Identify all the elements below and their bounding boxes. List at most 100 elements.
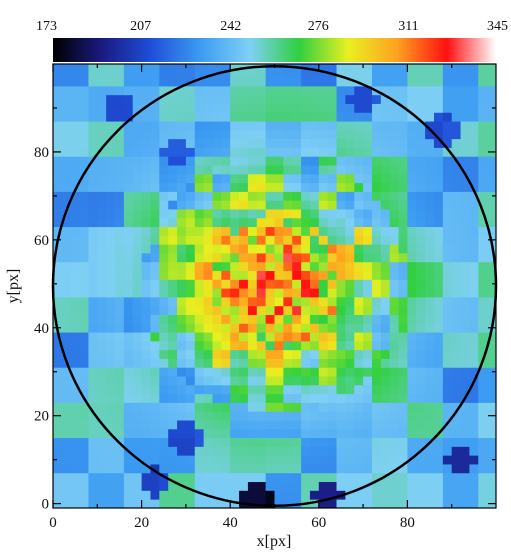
heatmap-cell [141, 376, 151, 386]
heatmap-cell [239, 173, 249, 184]
heatmap-cell [150, 138, 160, 148]
heatmap-cell [442, 64, 453, 69]
heatmap-cell [451, 402, 461, 412]
y-tick-label: 20 [34, 409, 49, 425]
heatmap-cell [354, 314, 364, 324]
heatmap-cell [70, 173, 80, 184]
heatmap-cell [221, 323, 231, 333]
heatmap-cell [309, 68, 320, 78]
heatmap-cell [318, 226, 329, 236]
heatmap-cell [79, 94, 89, 104]
heatmap-cell [363, 340, 373, 351]
heatmap-cell [53, 217, 63, 228]
heatmap-cell [221, 296, 231, 307]
heatmap-cell [407, 147, 417, 157]
heatmap-cell [442, 472, 453, 483]
heatmap-cell [416, 472, 426, 483]
heatmap-cell [309, 481, 320, 491]
heatmap-cell [309, 244, 320, 254]
heatmap-cell [203, 411, 213, 421]
heatmap-cell [168, 490, 178, 500]
heatmap-cell [115, 261, 125, 272]
heatmap-cell [487, 200, 496, 210]
heatmap-cell [177, 446, 187, 456]
heatmap-cell [460, 349, 470, 359]
heatmap-cell [61, 94, 72, 104]
heatmap-cell [354, 147, 364, 157]
heatmap-cell [354, 103, 364, 113]
heatmap-cell [371, 314, 382, 324]
heatmap-cell [433, 147, 444, 157]
heatmap-cell [256, 253, 267, 263]
heatmap-cell [168, 332, 178, 342]
heatmap-cell [79, 226, 89, 236]
heatmap-cell [345, 305, 355, 315]
heatmap-cell [88, 121, 98, 131]
heatmap-cell [398, 77, 408, 87]
heatmap-cell [256, 244, 267, 254]
heatmap-cell [194, 200, 205, 210]
heatmap-cell [451, 226, 461, 236]
heatmap-cell [230, 499, 240, 508]
heatmap-cell [115, 182, 125, 192]
heatmap-cell [123, 384, 134, 395]
heatmap-cell [389, 173, 399, 184]
heatmap-cell [203, 138, 213, 148]
heatmap-cell [389, 464, 399, 474]
heatmap-cell [318, 129, 329, 140]
heatmap-cell [203, 314, 213, 324]
heatmap-cell [380, 129, 391, 140]
heatmap-cell [61, 305, 72, 315]
heatmap-cell [61, 402, 72, 412]
heatmap-cell [407, 165, 417, 175]
heatmap-cell [371, 446, 382, 456]
heatmap-cell [70, 367, 80, 377]
heatmap-cell [123, 217, 134, 228]
heatmap-cell [407, 200, 417, 210]
heatmap-cell [88, 472, 98, 483]
heatmap-cell [115, 147, 125, 157]
heatmap-cell [274, 490, 284, 500]
heatmap-cell [363, 296, 373, 307]
heatmap-cell [265, 314, 275, 324]
heatmap-cell [301, 191, 311, 201]
heatmap-cell [141, 411, 151, 421]
heatmap-cell [115, 393, 125, 403]
heatmap-cell [79, 367, 89, 377]
heatmap-cell [97, 112, 107, 122]
heatmap-cell [416, 384, 426, 395]
heatmap-cell [283, 217, 293, 228]
heatmap-cell [398, 367, 408, 377]
heatmap-cell [194, 358, 205, 368]
heatmap-cell [159, 156, 169, 166]
heatmap-cell [380, 499, 391, 508]
heatmap-cell [203, 182, 213, 192]
heatmap-cell [88, 314, 98, 324]
heatmap-cell [363, 173, 373, 184]
heatmap-cell [301, 332, 311, 342]
heatmap-cell [327, 376, 337, 386]
heatmap-cell [247, 384, 258, 395]
heatmap-cell [256, 323, 267, 333]
heatmap-cell [336, 182, 346, 192]
heatmap-cell [221, 112, 231, 122]
heatmap-cell [371, 323, 382, 333]
heatmap-cell [123, 226, 134, 236]
heatmap-cell [336, 103, 346, 113]
heatmap-cell [469, 411, 479, 421]
heatmap-cell [230, 384, 240, 395]
heatmap-cell [212, 112, 222, 122]
heatmap-cell [247, 68, 258, 78]
heatmap-cell [478, 446, 488, 456]
heatmap-cell [363, 490, 373, 500]
heatmap-cell [230, 393, 240, 403]
heatmap-cell [97, 191, 107, 201]
heatmap-cell [327, 226, 337, 236]
heatmap-cell [283, 138, 293, 148]
heatmap-cell [283, 103, 293, 113]
heatmap-cell [433, 112, 444, 122]
heatmap-cell [265, 358, 275, 368]
heatmap-cell [159, 464, 169, 474]
heatmap-cell [230, 332, 240, 342]
heatmap-cell [345, 490, 355, 500]
